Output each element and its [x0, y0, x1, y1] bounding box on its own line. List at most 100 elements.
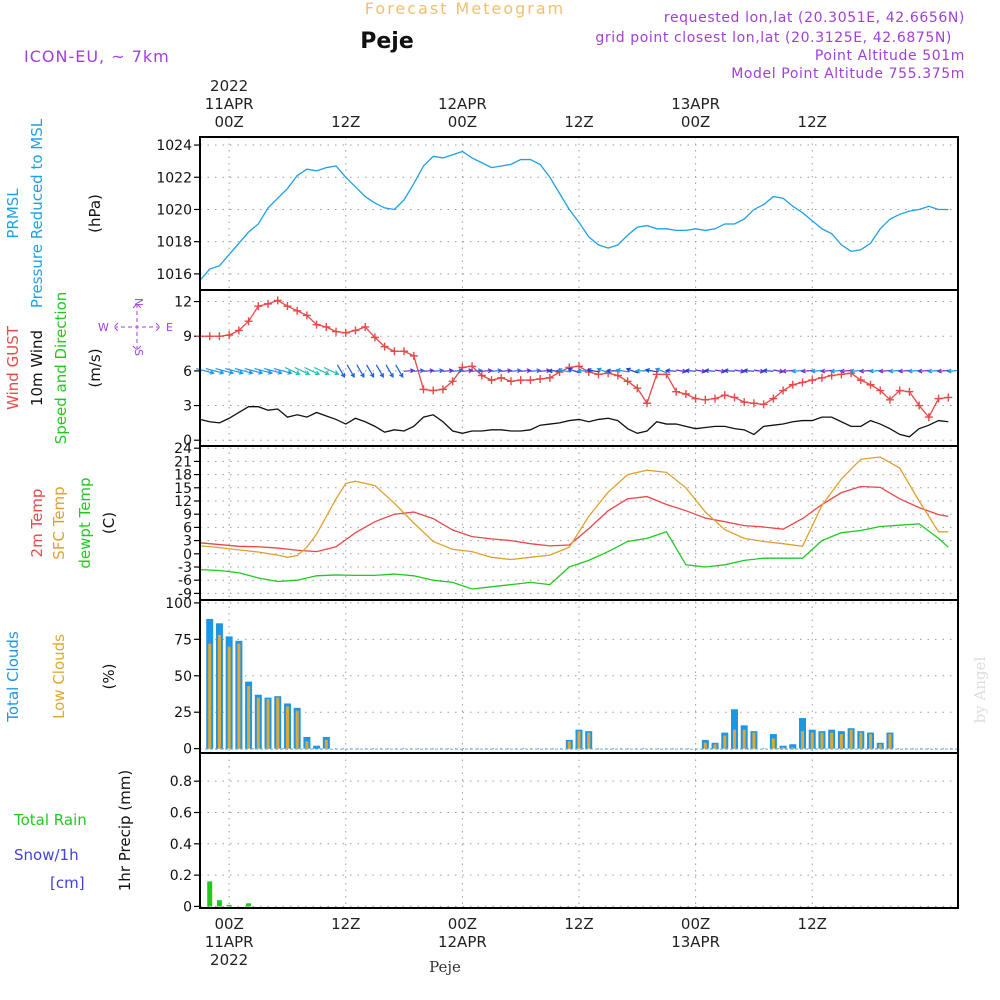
wind-direction-arrow: [849, 368, 862, 374]
time-label-top: 11APR: [205, 95, 254, 113]
wind-direction-arrow: [304, 366, 321, 376]
bar-low-clouds: [285, 706, 289, 749]
gust-marker: [468, 362, 477, 371]
gust-marker: [215, 332, 224, 341]
y-tick-label: 1024: [156, 138, 192, 154]
precip-legend: [cm]: [50, 874, 85, 892]
panel-label: Pressure Reduced to MSL: [28, 118, 46, 308]
gust-marker: [711, 394, 720, 403]
wind-direction-arrow: [481, 368, 493, 374]
panel-unit: 1hr Precip (mm): [116, 770, 134, 891]
wind-direction-arrow: [858, 368, 872, 374]
location-title: Peje: [360, 29, 414, 54]
wind-direction-arrow: [244, 367, 264, 375]
y-tick-label: 24: [174, 441, 192, 457]
panel-precipitation: 0 0.2 0.4 0.6 0.8 Total Rain Snow/1h [cm] 1hr Pr…: [13, 752, 959, 915]
gust-marker: [332, 327, 341, 336]
wind-direction-arrow: [703, 368, 716, 374]
bar-low-clouds: [752, 732, 756, 749]
y-tick-label: -6: [178, 573, 192, 589]
gust-marker: [225, 331, 234, 340]
bar-low-clouds: [791, 747, 795, 749]
gust-marker: [934, 394, 943, 403]
y-tick-label: 3: [183, 399, 192, 415]
gust-marker: [613, 371, 622, 380]
y-tick-label: 18: [174, 468, 192, 484]
wind-direction-arrow: [676, 368, 688, 374]
time-label-bottom: 11APR: [205, 933, 254, 951]
wind-direction-arrow: [714, 368, 727, 374]
bar-rain: [208, 887, 212, 907]
wind-direction-arrow: [946, 368, 959, 374]
gust-marker: [701, 395, 710, 404]
bar-low-clouds: [208, 643, 212, 749]
gust-marker: [575, 362, 583, 371]
y-tick-label: 3: [183, 534, 192, 550]
wind-direction-arrow: [366, 364, 375, 379]
y-tick-label: 0.4: [170, 837, 192, 853]
gust-marker: [536, 374, 545, 383]
panel-unit: (m/s): [86, 348, 104, 387]
bar-low-clouds: [830, 732, 834, 749]
bar-low-clouds: [888, 734, 892, 749]
bar-low-clouds: [247, 685, 251, 749]
gust-marker: [876, 386, 885, 395]
wind-direction-arrow: [762, 368, 774, 374]
credit-label: by Angel: [971, 656, 989, 723]
series-dewpt-temp: [199, 523, 949, 590]
wind-direction-arrow: [225, 367, 244, 375]
time-label-bottom: 00Z: [681, 915, 710, 933]
bar-low-clouds: [324, 739, 328, 749]
bar-rain: [217, 901, 221, 907]
gust-marker: [506, 377, 515, 386]
panel-label: SFC Temp: [50, 486, 68, 559]
wind-direction-arrow: [520, 368, 532, 374]
wind-direction-arrow: [530, 368, 542, 374]
wind-direction-arrow: [829, 368, 843, 374]
wind-direction-arrow: [313, 366, 330, 376]
time-label-bottom: 12Z: [798, 915, 827, 933]
wind-direction-arrow: [773, 368, 785, 374]
bar-low-clouds: [713, 744, 717, 749]
gridpoint-coords: grid point closest lon,lat (20.3125E, 42…: [595, 30, 952, 46]
bar-rain: [247, 904, 251, 907]
bar-low-clouds: [266, 699, 270, 749]
wind-direction-arrow: [385, 364, 394, 379]
gust-marker: [866, 380, 875, 389]
panel-label: Wind GUST: [4, 325, 22, 410]
wind-direction-arrow: [510, 368, 523, 374]
wind-direction-arrow: [936, 368, 949, 374]
bar-low-clouds: [869, 734, 873, 749]
wind-direction-arrow: [423, 368, 435, 374]
bar-low-clouds: [305, 741, 309, 749]
gust-marker: [429, 386, 438, 395]
model-altitude: Model Point Altitude 755.375m: [731, 66, 965, 82]
bar-low-clouds: [839, 734, 843, 749]
wind-direction-arrow: [576, 368, 590, 374]
bar-low-clouds: [237, 643, 241, 749]
gust-marker: [370, 333, 379, 342]
requested-coords: requested lon,lat (20.3051E, 42.6656N): [664, 10, 965, 26]
wind-direction-arrow: [346, 364, 355, 379]
compass-rose: W E N S: [98, 298, 173, 356]
wind-direction-arrow: [888, 368, 901, 374]
time-label-bottom: 2022: [210, 951, 248, 969]
bar-total-clouds: [313, 745, 321, 749]
precip-legend: Total Rain: [13, 811, 87, 829]
gust-marker: [516, 376, 525, 385]
time-label-bottom: 00Z: [448, 915, 477, 933]
wind-direction-arrow: [254, 367, 274, 375]
gust-marker: [944, 393, 953, 402]
bar-low-clouds: [256, 697, 260, 749]
y-tick-label: 6: [183, 520, 192, 536]
wind-direction-arrow: [615, 367, 629, 373]
wind-direction-arrow: [790, 368, 804, 374]
panel-pressure: 1016 1018 1020 1022 1024 PRMSL Pressure Reduce…: [4, 118, 959, 308]
bar-low-clouds: [810, 732, 814, 749]
gust-marker: [341, 328, 350, 337]
wind-direction-arrow: [868, 368, 881, 374]
gust-marker: [322, 322, 331, 331]
bar-total-clouds: [789, 744, 797, 749]
wind-direction-arrow: [742, 368, 755, 374]
